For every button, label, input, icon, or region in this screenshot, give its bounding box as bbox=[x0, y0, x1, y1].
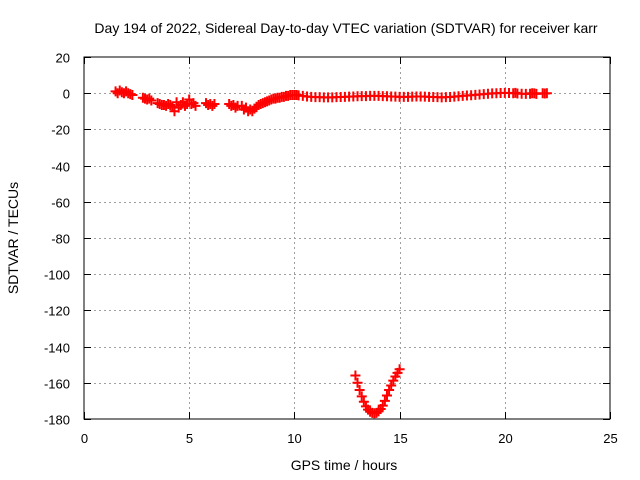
data-point bbox=[350, 370, 361, 381]
y-tick-label: 0 bbox=[63, 87, 70, 102]
data-point bbox=[356, 391, 367, 402]
data-point bbox=[381, 390, 392, 401]
y-tick-label: -100 bbox=[44, 268, 70, 283]
x-tick-label: 10 bbox=[287, 431, 301, 446]
x-tick-label: 20 bbox=[498, 431, 512, 446]
data-point bbox=[394, 364, 405, 375]
y-tick-label: -20 bbox=[51, 123, 70, 138]
data-points bbox=[110, 85, 552, 419]
x-tick-label: 15 bbox=[393, 431, 407, 446]
data-point bbox=[352, 377, 363, 388]
data-point bbox=[207, 100, 218, 111]
axis-ticks: 20 0 -20 -40 -60 -80 -100 -120 -140 -160 -180 0 5 10 1… bbox=[44, 51, 618, 447]
x-axis-label: GPS time / hours bbox=[291, 457, 398, 473]
data-point bbox=[179, 100, 190, 111]
y-tick-label: -180 bbox=[44, 413, 70, 428]
data-point bbox=[384, 385, 395, 396]
y-tick-label: -120 bbox=[44, 304, 70, 319]
data-point bbox=[190, 100, 201, 111]
y-tick-label: 20 bbox=[56, 51, 70, 66]
grid-lines bbox=[84, 57, 610, 419]
x-tick-label: 5 bbox=[186, 431, 193, 446]
chart-title: Day 194 of 2022, Sidereal Day-to-day VTE… bbox=[94, 20, 597, 36]
data-point bbox=[386, 380, 397, 391]
data-point bbox=[144, 93, 155, 104]
data-point bbox=[377, 400, 388, 411]
y-axis-label: SDTVAR / TECUs bbox=[5, 182, 21, 294]
y-tick-label: -40 bbox=[51, 160, 70, 175]
data-point bbox=[146, 95, 157, 106]
y-tick-label: -160 bbox=[44, 377, 70, 392]
data-point bbox=[209, 99, 220, 110]
data-point bbox=[127, 90, 138, 101]
data-point bbox=[165, 99, 176, 110]
y-tick-label: -60 bbox=[51, 196, 70, 211]
y-tick-label: -140 bbox=[44, 341, 70, 356]
y-tick-label: -80 bbox=[51, 232, 70, 247]
data-point bbox=[358, 396, 369, 407]
data-point bbox=[354, 385, 365, 396]
data-point bbox=[379, 395, 390, 406]
data-point bbox=[230, 102, 241, 113]
x-tick-label: 0 bbox=[81, 431, 88, 446]
x-tick-label: 25 bbox=[603, 431, 617, 446]
data-point bbox=[541, 88, 552, 99]
